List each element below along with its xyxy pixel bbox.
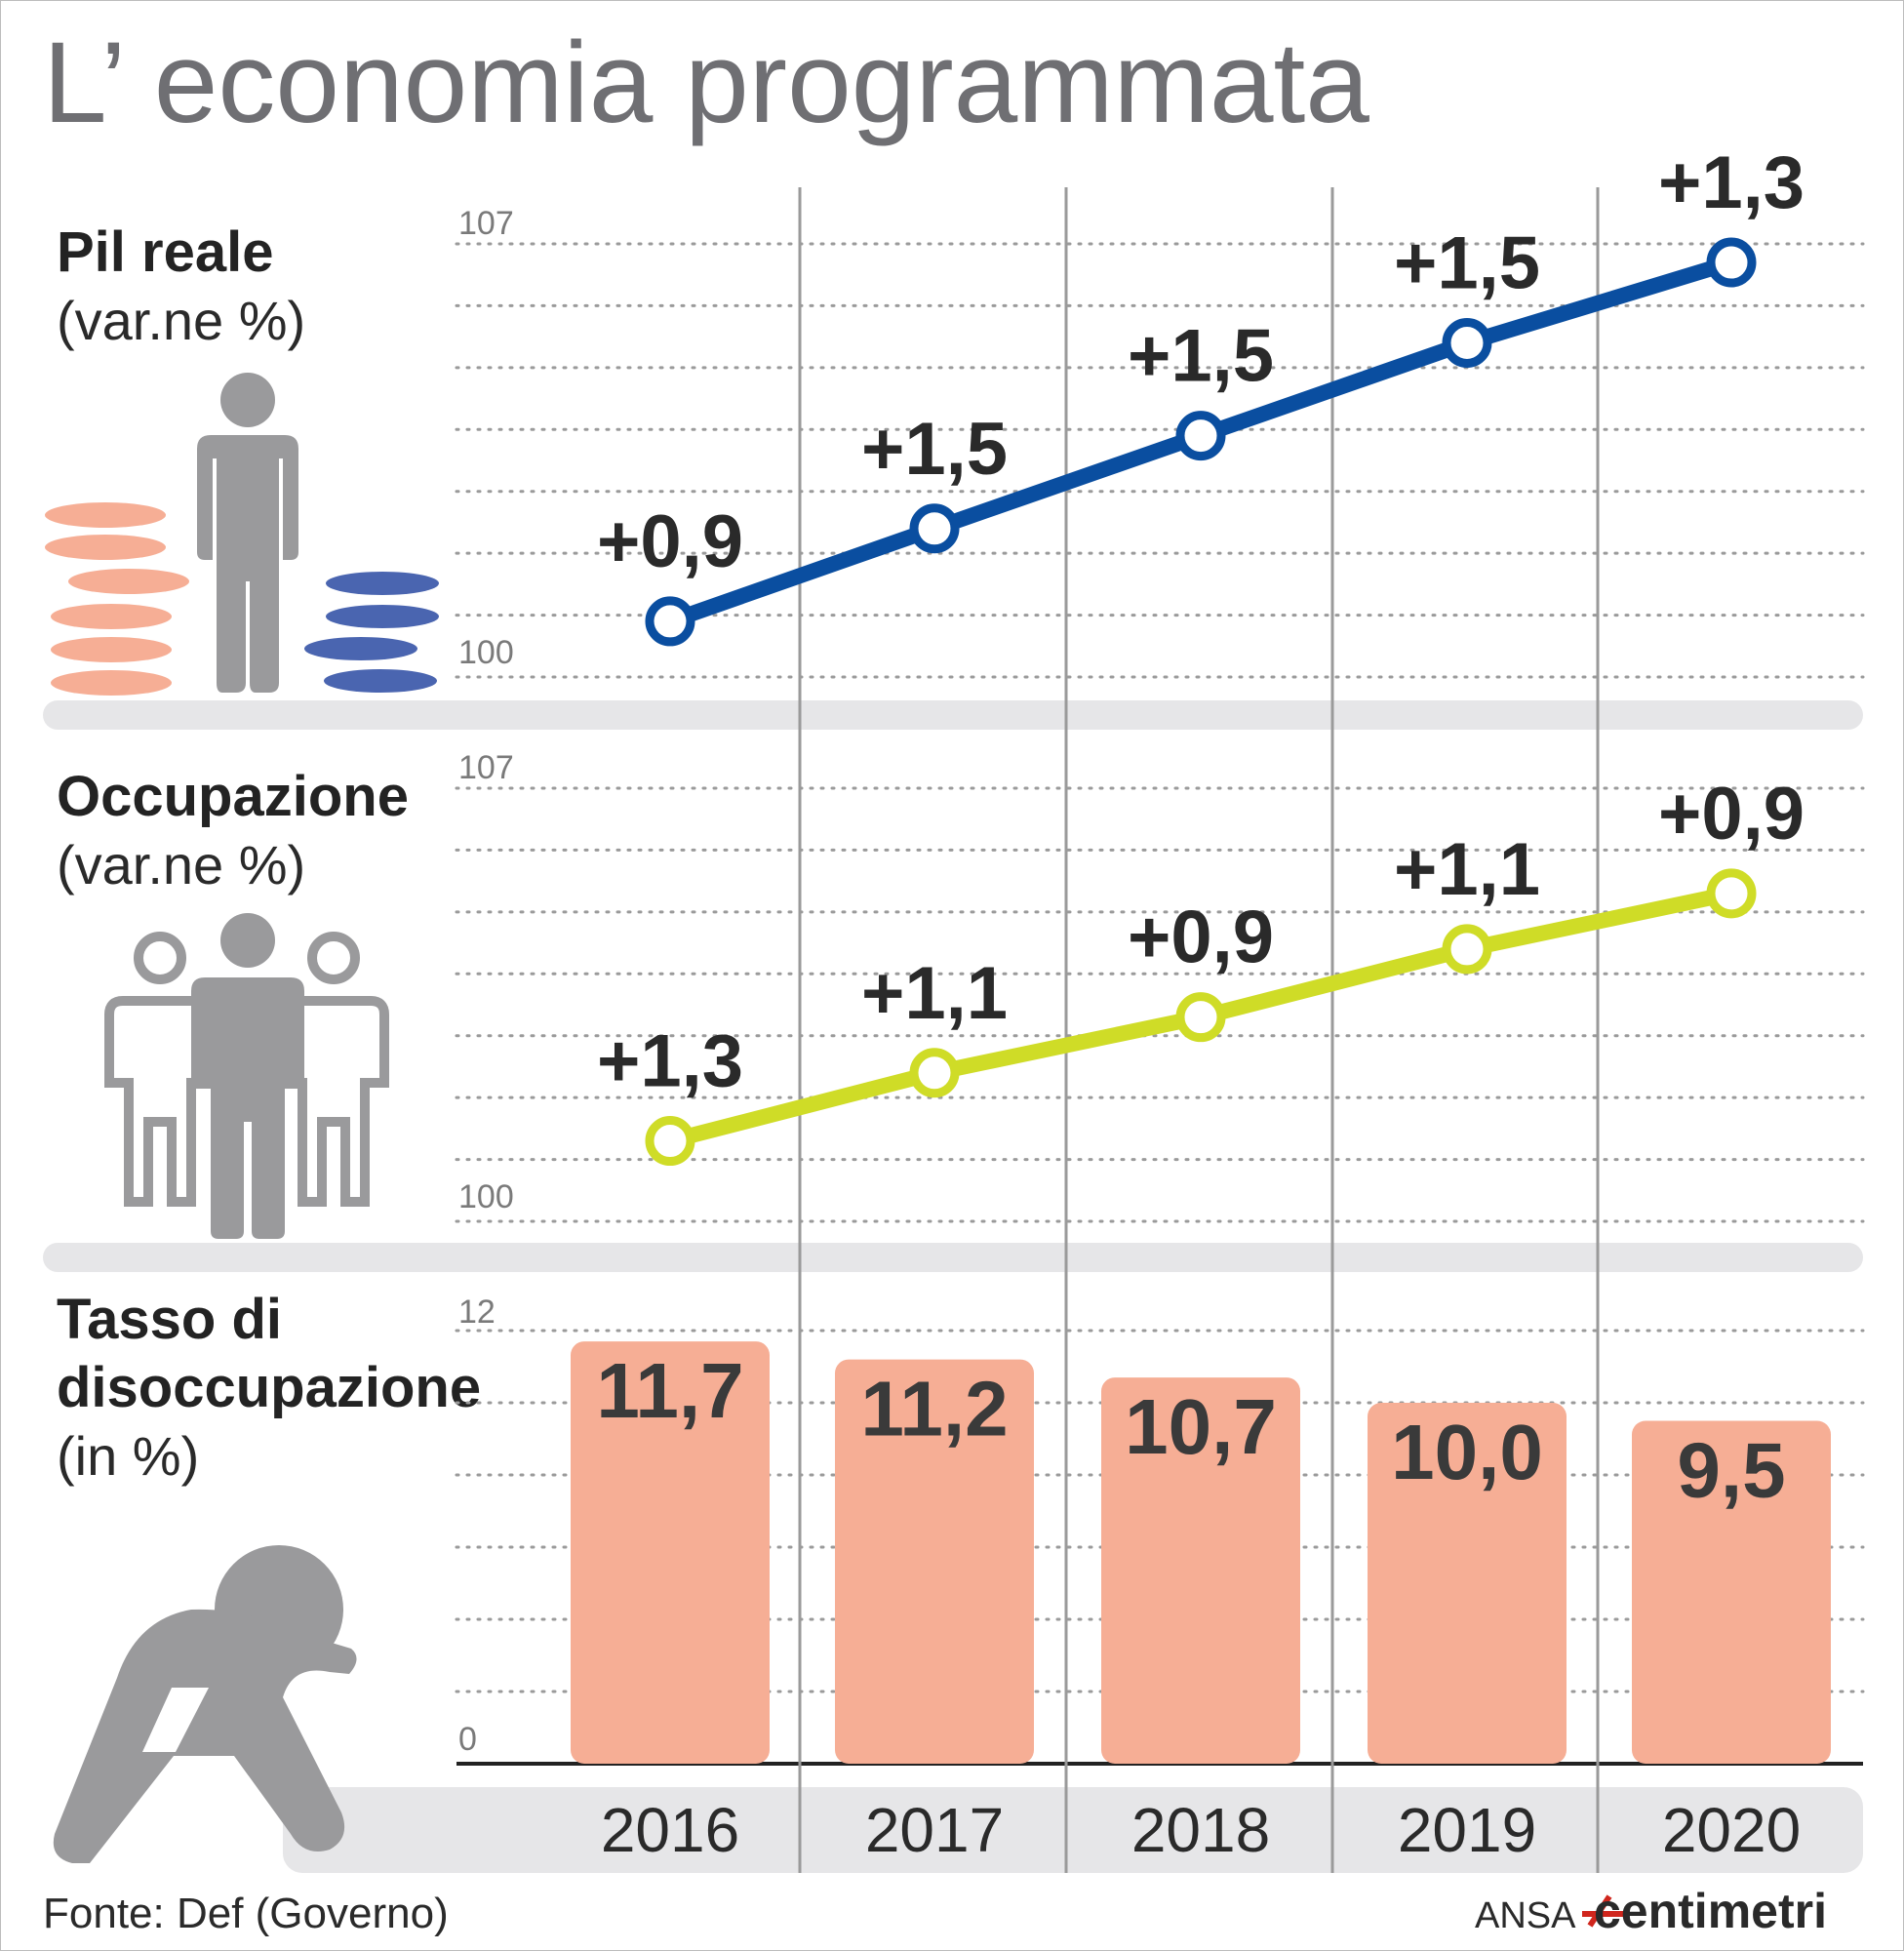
- pil-point-2016: [645, 596, 695, 647]
- occupazione-value-label: +1,1: [861, 952, 1008, 1035]
- occupazione-value-label: +0,9: [1658, 773, 1805, 856]
- bar-value-label: 10,0: [1391, 1409, 1543, 1495]
- unemployment-bars: [571, 1341, 1831, 1764]
- y-tick-label: 0: [458, 1721, 477, 1758]
- chart-title: L’ economia programmata: [43, 19, 1369, 147]
- person-with-coins-icon: [45, 373, 439, 696]
- bar-2019: [1368, 1403, 1567, 1764]
- credit-agency: ANSA: [1475, 1895, 1576, 1936]
- occupazione-point-2016: [645, 1116, 695, 1167]
- line-series-layer: [645, 237, 1757, 1167]
- pil-panel-title: Pil reale: [57, 220, 273, 284]
- y-tick-labels-layer: 107 100 107 100 12 0: [458, 205, 514, 1758]
- y-tick-label: 12: [458, 1294, 496, 1331]
- pil-value-label: +1,5: [861, 408, 1008, 491]
- centimetri-logo-mark: [1582, 1894, 1623, 1928]
- bar-2018: [1101, 1377, 1300, 1764]
- pil-point-2018: [1175, 411, 1226, 461]
- disoccupazione-panel-title-line2: disoccupazione: [57, 1356, 481, 1419]
- value-labels-layer: 11,7 11,2 10,7 10,0 9,5 +0,9 +1,5 +1,5 +1,5 +1,3 +…: [596, 141, 1805, 1513]
- bar-value-label: 9,5: [1677, 1427, 1785, 1514]
- occupazione-point-2020: [1706, 868, 1757, 919]
- coin-stack-red: [45, 502, 189, 696]
- y-tick-label: 100: [458, 1178, 514, 1215]
- sitting-sad-person-icon: [53, 1545, 357, 1863]
- year-label-2019: 2019: [1398, 1795, 1536, 1865]
- bar-2017: [835, 1359, 1034, 1764]
- group-of-people-icon: [104, 913, 389, 1239]
- year-label-2020: 2020: [1662, 1795, 1801, 1865]
- bar-2020: [1632, 1420, 1831, 1764]
- disoccupazione-panel-title-line1: Tasso di: [57, 1288, 282, 1351]
- occupazione-panel-subtitle: (var.ne %): [57, 834, 305, 896]
- pil-value-label: +1,5: [1128, 315, 1274, 398]
- occupazione-point-2017: [909, 1048, 960, 1098]
- grid-layer: [455, 242, 1865, 1766]
- bar-value-label: 11,2: [860, 1366, 1008, 1453]
- credit-brand: centimetri: [1594, 1884, 1827, 1938]
- bar-value-label: 11,7: [596, 1347, 743, 1434]
- x-axis-years: 2016 2017 2018 2019 2020: [601, 1795, 1801, 1865]
- year-label-2017: 2017: [865, 1795, 1004, 1865]
- pil-panel-subtitle: (var.ne %): [57, 290, 305, 351]
- bar-2016: [571, 1341, 770, 1764]
- bar-value-label: 10,7: [1125, 1383, 1277, 1470]
- occupazione-value-label: +1,1: [1394, 828, 1540, 911]
- coin-stack-blue: [304, 572, 439, 693]
- year-label-2016: 2016: [601, 1795, 739, 1865]
- disoccupazione-panel-subtitle: (in %): [57, 1425, 199, 1487]
- y-tick-label: 107: [458, 749, 514, 786]
- panel-separator-1: [43, 700, 1863, 730]
- centimetri-logo: centimetri: [1582, 1884, 1827, 1938]
- pil-point-2020: [1706, 237, 1757, 288]
- year-band: [283, 1787, 1863, 1873]
- occupazione-panel-title: Occupazione: [57, 765, 409, 828]
- panel-separator-2: [43, 1243, 1863, 1272]
- person-figure: [197, 373, 298, 693]
- source-note: Fonte: Def (Governo): [43, 1890, 449, 1937]
- y-tick-label: 107: [458, 205, 514, 242]
- occupazione-point-2018: [1175, 992, 1226, 1043]
- occupazione-value-label: +1,3: [597, 1020, 743, 1103]
- y-tick-label: 100: [458, 634, 514, 671]
- year-dividers: [798, 187, 1600, 1873]
- occupazione-point-2019: [1442, 924, 1492, 975]
- year-label-2018: 2018: [1131, 1795, 1270, 1865]
- pil-point-2017: [909, 503, 960, 554]
- center-person-figure: [191, 913, 304, 1239]
- occupazione-value-label: +0,9: [1128, 896, 1274, 979]
- pil-value-label: +0,9: [597, 500, 743, 583]
- pil-value-label: +1,5: [1394, 221, 1540, 304]
- pil-point-2019: [1442, 317, 1492, 368]
- pil-value-label: +1,3: [1658, 141, 1805, 224]
